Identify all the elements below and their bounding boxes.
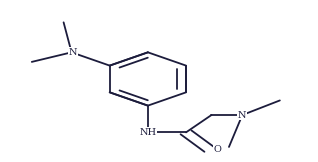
- Text: NH: NH: [139, 128, 156, 137]
- Text: N: N: [238, 110, 246, 120]
- Text: O: O: [214, 145, 222, 154]
- Text: N: N: [69, 48, 77, 57]
